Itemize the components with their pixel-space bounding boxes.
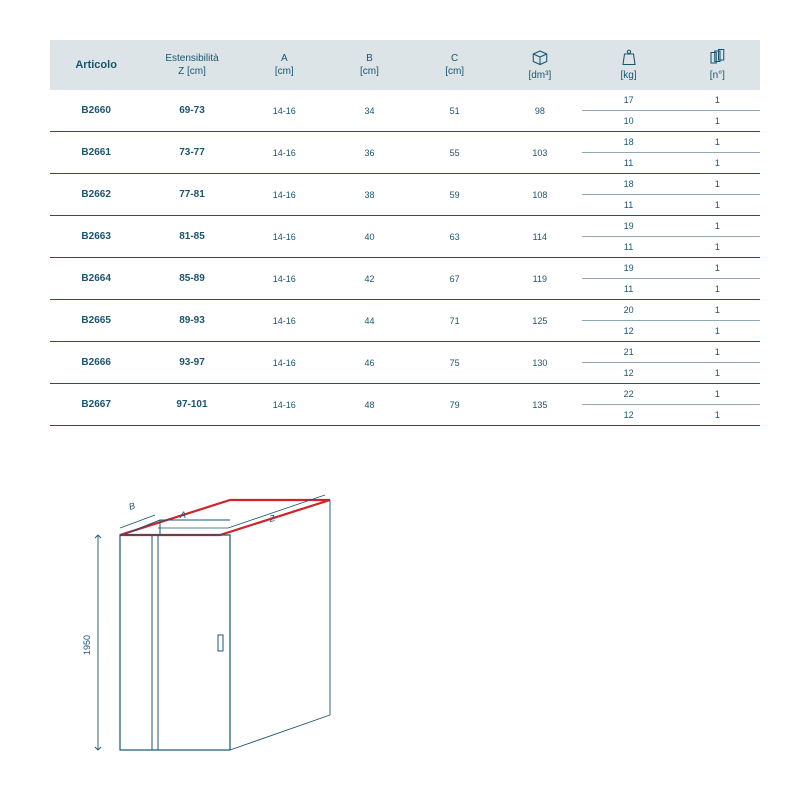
col-articolo: Articolo bbox=[50, 40, 142, 90]
table-row: B266069-7314-16345198171 bbox=[50, 90, 760, 111]
col-weight: [kg] bbox=[582, 40, 674, 90]
table-row: B266485-8914-164267119191 bbox=[50, 258, 760, 279]
table-row: B266589-9314-164471125201 bbox=[50, 300, 760, 321]
col-estensibilita: Estensibilità Z [cm] bbox=[142, 40, 241, 90]
table-row: B266797-10114-164879135221 bbox=[50, 384, 760, 405]
col-volume: [dm³] bbox=[497, 40, 582, 90]
table-row: B266381-8514-164063114191 bbox=[50, 216, 760, 237]
svg-text:1950: 1950 bbox=[82, 635, 92, 655]
col-b: B[cm] bbox=[327, 40, 412, 90]
col-packs: [n°] bbox=[675, 40, 760, 90]
svg-text:B: B bbox=[128, 501, 137, 512]
table-row: B266693-9714-164675130211 bbox=[50, 342, 760, 363]
svg-text:A: A bbox=[179, 510, 186, 520]
box-icon bbox=[531, 48, 549, 66]
col-c: C[cm] bbox=[412, 40, 497, 90]
table-row: B266173-7714-163655103181 bbox=[50, 132, 760, 153]
product-diagram: 1950 B A Z bbox=[60, 480, 360, 780]
col-a: A[cm] bbox=[242, 40, 327, 90]
table-row: B266277-8114-163859108181 bbox=[50, 174, 760, 195]
table-header-row: Articolo Estensibilità Z [cm] A[cm] B[cm… bbox=[50, 40, 760, 90]
specs-table: Articolo Estensibilità Z [cm] A[cm] B[cm… bbox=[50, 40, 760, 426]
packs-icon bbox=[708, 48, 726, 66]
weight-icon bbox=[620, 48, 638, 66]
